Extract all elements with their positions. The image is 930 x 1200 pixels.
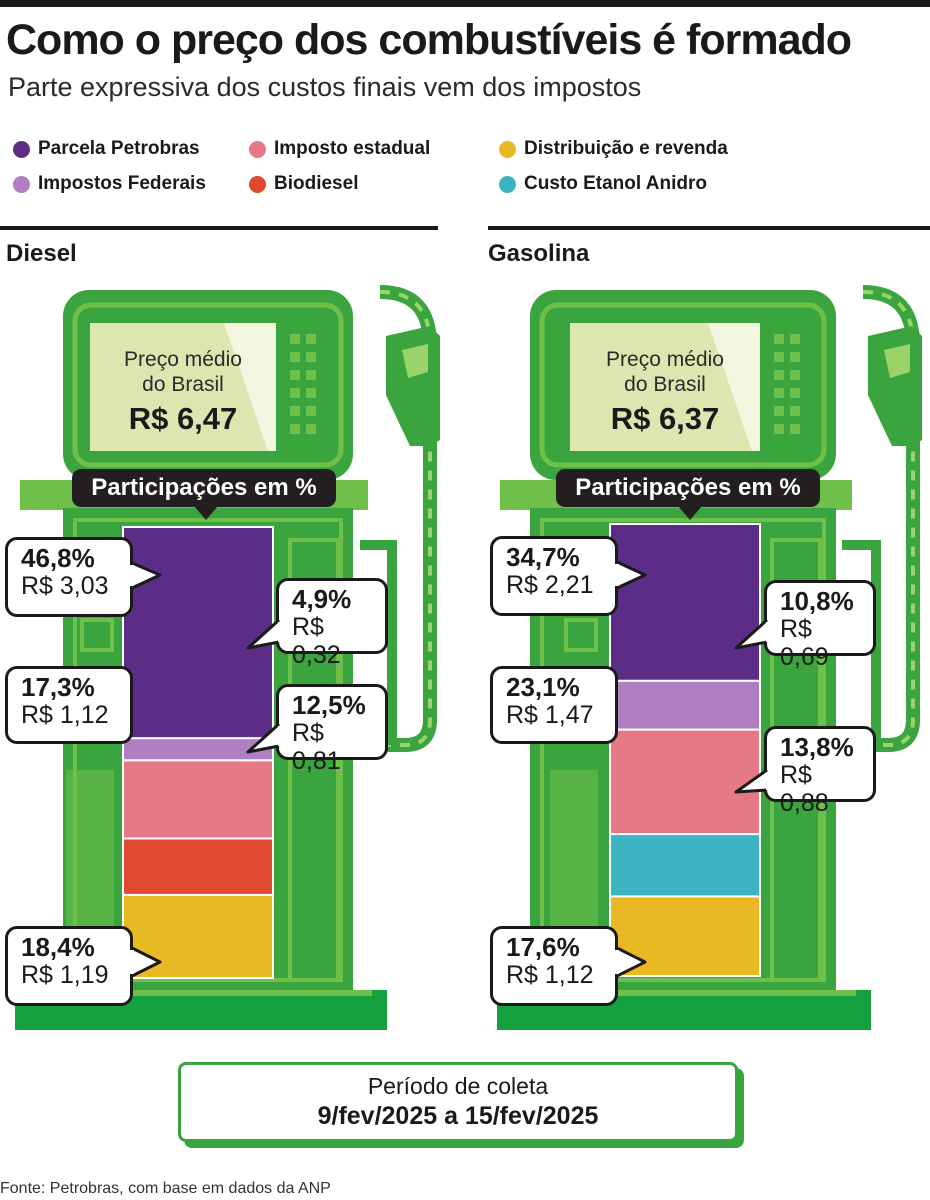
data-label-gasolina-petrobras: 34,7% R$ 2,21 — [490, 536, 618, 616]
section-rule-diesel — [0, 226, 438, 230]
data-label-pct: 12,5% — [292, 690, 366, 720]
data-label-value: R$ 1,12 — [506, 961, 594, 989]
period-range: 9/fev/2025 a 15/fev/2025 — [317, 1102, 599, 1130]
bar-segment-custo-etanol-anidro — [609, 833, 761, 898]
price-caption-2: do Brasil — [142, 373, 224, 396]
legend-label: Impostos Federais — [38, 173, 206, 194]
legend-item-etanol: Custo Etanol Anidro — [499, 173, 707, 195]
price-value: R$ 6,37 — [610, 401, 720, 436]
nozzle-icon — [386, 326, 440, 446]
data-label-value: R$ 0,32 — [292, 613, 341, 669]
price-caption-1: Preço médio — [124, 348, 242, 371]
data-label-gasolina-distribuicao: 17,6% R$ 1,12 — [490, 926, 618, 1006]
pump-base-line — [512, 990, 856, 996]
hose-inner — [842, 540, 881, 745]
page-subtitle: Parte expressiva dos custos finais vem d… — [8, 72, 642, 102]
data-label-gasolina-etanol: 13,8% R$ 0,88 — [764, 726, 876, 817]
top-rule — [0, 0, 930, 7]
nozzle-icon — [868, 326, 922, 446]
pump-head-frame — [72, 302, 344, 468]
data-label-pct: 23,1% — [506, 672, 580, 702]
data-label-pct: 4,9% — [292, 584, 352, 614]
data-label-gasolina-federais: 10,8% R$ 0,69 — [764, 580, 876, 671]
screen-glare — [708, 323, 760, 451]
price-display-diesel: Preço médio do Brasil R$ 6,47 — [90, 347, 276, 438]
period-label: Período de coleta — [367, 1073, 549, 1099]
bar-segment-distribui-o-e-revenda — [609, 895, 761, 977]
data-label-pct: 10,8% — [780, 586, 854, 616]
source-note: Fonte: Petrobras, com base em dados da A… — [0, 1180, 331, 1197]
stacked-bar-diesel — [122, 526, 274, 979]
pump-knob — [564, 618, 598, 652]
data-label-value: R$ 0,69 — [780, 615, 829, 671]
price-caption-2: do Brasil — [624, 373, 706, 396]
legend-swatch — [499, 140, 516, 158]
legend: Parcela Petrobras Impostos Federais Impo… — [0, 132, 930, 202]
data-label-pct: 17,3% — [21, 672, 95, 702]
legend-item-estadual: Imposto estadual — [249, 138, 430, 160]
legend-swatch — [499, 175, 516, 193]
bar-segment-distribui-o-e-revenda — [122, 893, 274, 979]
data-label-value: R$ 1,12 — [21, 701, 109, 729]
bar-segment-parcela-petrobras — [609, 523, 761, 682]
data-label-value: R$ 1,47 — [506, 701, 594, 729]
price-value: R$ 6,47 — [128, 401, 238, 436]
keypad-icon — [774, 334, 800, 434]
hose-inner — [360, 540, 397, 745]
data-label-pct: 34,7% — [506, 542, 580, 572]
legend-item-petrobras: Parcela Petrobras — [13, 138, 200, 160]
collection-period: Período de coleta 9/fev/2025 a 15/fev/20… — [178, 1062, 738, 1142]
data-label-value: R$ 0,88 — [780, 761, 829, 817]
data-label-diesel-estadual: 17,3% R$ 1,12 — [5, 666, 133, 744]
bar-segment-biodiesel — [122, 837, 274, 896]
nozzle-detail — [402, 344, 428, 378]
bar-segment-imposto-estadual — [122, 759, 274, 840]
legend-swatch — [249, 175, 266, 193]
data-label-gasolina-estadual: 23,1% R$ 1,47 — [490, 666, 618, 744]
data-label-diesel-distribuicao: 18,4% R$ 1,19 — [5, 926, 133, 1006]
data-label-value: R$ 0,81 — [292, 719, 341, 775]
pump-knob — [80, 618, 114, 652]
legend-label: Imposto estadual — [274, 138, 431, 159]
page-title: Como o preço dos combustíveis é formado — [6, 16, 852, 64]
data-label-pct: 17,6% — [506, 932, 580, 962]
data-label-pct: 18,4% — [21, 932, 95, 962]
legend-item-distribuicao: Distribuição e revenda — [499, 138, 728, 160]
banner-diesel: Participações em % — [72, 469, 336, 507]
bar-segment-impostos-federais — [609, 679, 761, 731]
data-label-value: R$ 3,03 — [21, 572, 109, 600]
price-display-gasolina: Preço médio do Brasil R$ 6,37 — [572, 347, 758, 438]
data-label-value: R$ 1,19 — [21, 961, 109, 989]
section-rule-gasolina — [488, 226, 930, 230]
data-label-diesel-federais: 4,9% R$ 0,32 — [276, 578, 388, 669]
data-label-value: R$ 2,21 — [506, 571, 594, 599]
legend-swatch — [13, 175, 30, 193]
legend-swatch — [13, 140, 30, 158]
legend-label: Biodiesel — [274, 173, 359, 194]
legend-item-federais: Impostos Federais — [13, 173, 206, 195]
price-caption-1: Preço médio — [606, 348, 724, 371]
screen-glare — [224, 323, 276, 451]
legend-item-biodiesel: Biodiesel — [249, 173, 358, 195]
section-title-diesel: Diesel — [6, 240, 77, 267]
data-label-diesel-petrobras: 46,8% R$ 3,03 — [5, 537, 133, 617]
bar-segment-imposto-estadual — [609, 728, 761, 836]
data-label-diesel-biodiesel: 12,5% R$ 0,81 — [276, 684, 388, 775]
legend-swatch — [249, 140, 266, 158]
banner-gasolina: Participações em % — [556, 469, 820, 507]
legend-label: Parcela Petrobras — [38, 138, 200, 159]
bar-segment-parcela-petrobras — [122, 526, 274, 740]
legend-label: Distribuição e revenda — [524, 138, 728, 159]
pump-base-line — [30, 990, 372, 996]
pump-panel-right — [288, 538, 340, 982]
data-label-pct: 46,8% — [21, 543, 95, 573]
keypad-icon — [290, 334, 316, 434]
stacked-bar-gasolina — [609, 523, 761, 977]
data-label-pct: 13,8% — [780, 732, 854, 762]
section-title-gasolina: Gasolina — [488, 240, 590, 267]
pump-head-frame — [539, 302, 827, 468]
bar-segment-impostos-federais — [122, 737, 274, 762]
nozzle-detail — [884, 344, 910, 378]
legend-label: Custo Etanol Anidro — [524, 173, 707, 194]
